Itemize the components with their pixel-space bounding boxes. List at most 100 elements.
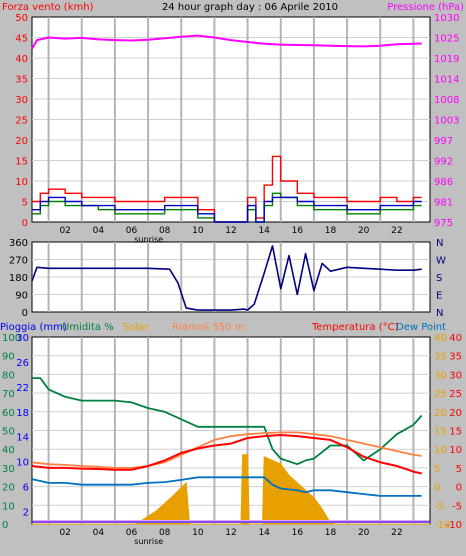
temperature-tick-label: 10 bbox=[434, 445, 447, 456]
wind-tick-label: 25 bbox=[15, 116, 28, 127]
temperature-tick-label-right: -10 bbox=[446, 520, 462, 531]
temperature-tick-label: 5 bbox=[434, 464, 440, 475]
humidity-tick-label: 20 bbox=[2, 483, 15, 494]
temperature-tick-label-right: 25 bbox=[449, 389, 462, 400]
wind-tick-label: 0 bbox=[22, 218, 28, 229]
pressure-tick-label: 992 bbox=[434, 157, 453, 168]
temperature-tick-label-right: 15 bbox=[449, 427, 462, 438]
x-tick-label: 10 bbox=[192, 226, 204, 236]
humidity-tick-label: 0 bbox=[2, 520, 8, 531]
pressure-series bbox=[31, 34, 422, 50]
temperature-tick-label-right: 0 bbox=[456, 483, 462, 494]
pressure-tick-label: 1030 bbox=[434, 13, 459, 24]
rain-tick-label: 30 bbox=[16, 333, 29, 344]
temperature-humidity-panel: 010203040506070809010026101418222630-10-… bbox=[2, 333, 462, 546]
temperature-tick-label: 30 bbox=[434, 370, 447, 381]
pressure-axis-label: Pressione (hPa) bbox=[387, 2, 464, 13]
wind-tick-label: 20 bbox=[15, 136, 28, 147]
chart-title: 24 hour graph day : 06 Aprile 2010 bbox=[162, 2, 338, 13]
wind-tick-label: 10 bbox=[15, 177, 28, 188]
rain-tick-label: 2 bbox=[23, 508, 29, 519]
x-tick-label: 18 bbox=[325, 226, 337, 236]
wind-tick-label: 35 bbox=[15, 75, 28, 86]
temperature-tick-label: -5 bbox=[434, 501, 444, 512]
compass-tick-label: S bbox=[436, 273, 442, 284]
x-tick-label: 02 bbox=[59, 226, 70, 236]
humidity-tick-label: 10 bbox=[2, 501, 15, 512]
pressure-tick-label: 986 bbox=[434, 177, 453, 188]
compass-tick-label: N bbox=[436, 308, 443, 319]
temperature-tick-label-right: 35 bbox=[449, 352, 462, 363]
pressure-tick-label: 981 bbox=[434, 198, 453, 209]
temperature-tick-label-right: 5 bbox=[456, 464, 462, 475]
compass-tick-label: E bbox=[436, 291, 442, 302]
wind-axis-label: Forza vento (kmh) bbox=[2, 2, 94, 13]
temperature-tick-label: 25 bbox=[434, 389, 447, 400]
rain-tick-label: 18 bbox=[16, 408, 29, 419]
x-tick-label: 08 bbox=[159, 226, 171, 236]
direction-tick-label: 180 bbox=[9, 273, 28, 284]
rain-tick-label: 26 bbox=[16, 358, 29, 369]
temperature-tick-label: 35 bbox=[434, 352, 447, 363]
wind-tick-label: 5 bbox=[22, 198, 28, 209]
temperature-tick-label: 20 bbox=[434, 408, 447, 419]
pressure-tick-label: 975 bbox=[434, 218, 453, 229]
x-tick-label: 20 bbox=[358, 226, 370, 236]
humidity-tick-label: 80 bbox=[2, 370, 15, 381]
humidity-tick-label: 50 bbox=[2, 427, 15, 438]
humidity-tick-label: 40 bbox=[2, 445, 15, 456]
remote-temperature-series bbox=[31, 431, 422, 469]
temperature-tick-label: -10 bbox=[434, 520, 450, 531]
legend-temperature: Temperatura (°C) bbox=[311, 322, 399, 333]
legend-remote-temp: Riamoli 550 m bbox=[172, 322, 244, 333]
humidity-tick-label: 70 bbox=[2, 389, 15, 400]
rain-tick-label: 22 bbox=[16, 383, 29, 394]
wind-tick-label: 15 bbox=[15, 157, 28, 168]
x-tick-label: 12 bbox=[225, 528, 236, 538]
wind-direction-series bbox=[31, 245, 422, 311]
direction-tick-label: 0 bbox=[22, 308, 28, 319]
legend-humidity: Umidita % bbox=[62, 322, 114, 333]
compass-tick-label: W bbox=[436, 256, 446, 267]
pressure-tick-label: 1003 bbox=[434, 116, 459, 127]
x-tick-label: 02 bbox=[59, 528, 70, 538]
compass-tick-label: N bbox=[436, 238, 443, 249]
humidity-tick-label: 60 bbox=[2, 408, 15, 419]
x-tick-label: 22 bbox=[391, 226, 402, 236]
legend-solar: Solar bbox=[123, 322, 149, 333]
temperature-tick-label-right: 30 bbox=[449, 370, 462, 381]
temperature-tick-label: 0 bbox=[434, 483, 440, 494]
rain-tick-label: 6 bbox=[23, 483, 29, 494]
wind-pressure-panel: 0 5 10 15 20 25 30 35 40 45 50 975 981 986 992 997 1003 1… bbox=[15, 13, 459, 244]
x-tick-label: 14 bbox=[258, 528, 270, 538]
dewpoint-series bbox=[31, 476, 422, 497]
wind-tick-label: 45 bbox=[15, 34, 28, 45]
pressure-tick-label: 1025 bbox=[434, 34, 459, 45]
x-tick-label: 10 bbox=[192, 528, 204, 538]
temperature-series bbox=[31, 434, 422, 475]
wind-tick-label: 30 bbox=[15, 95, 28, 106]
sunrise-label: sunrise bbox=[134, 235, 163, 244]
x-tick-label: 12 bbox=[225, 226, 236, 236]
pressure-tick-label: 1008 bbox=[434, 95, 459, 106]
x-tick-label: 22 bbox=[391, 528, 402, 538]
x-tick-label: 06 bbox=[126, 226, 138, 236]
x-tick-label: 06 bbox=[126, 528, 138, 538]
wind-tick-label: 40 bbox=[15, 54, 28, 65]
temperature-tick-label-right: -5 bbox=[452, 501, 462, 512]
direction-tick-label: 90 bbox=[15, 291, 28, 302]
x-tick-label: 14 bbox=[258, 226, 270, 236]
solar-area-series bbox=[32, 454, 430, 525]
pressure-tick-label: 1019 bbox=[434, 54, 459, 65]
x-tick-label: 20 bbox=[358, 528, 370, 538]
temperature-tick-label: 40 bbox=[434, 333, 447, 344]
sunrise-label: sunrise bbox=[134, 537, 163, 546]
legend-rain: Pioggia (mm) bbox=[0, 322, 67, 333]
temperature-tick-label-right: 40 bbox=[449, 333, 462, 344]
x-tick-label: 16 bbox=[292, 528, 304, 538]
direction-tick-label: 360 bbox=[9, 238, 28, 249]
wind-average-10min-series bbox=[32, 196, 422, 223]
direction-tick-label: 270 bbox=[9, 256, 28, 267]
